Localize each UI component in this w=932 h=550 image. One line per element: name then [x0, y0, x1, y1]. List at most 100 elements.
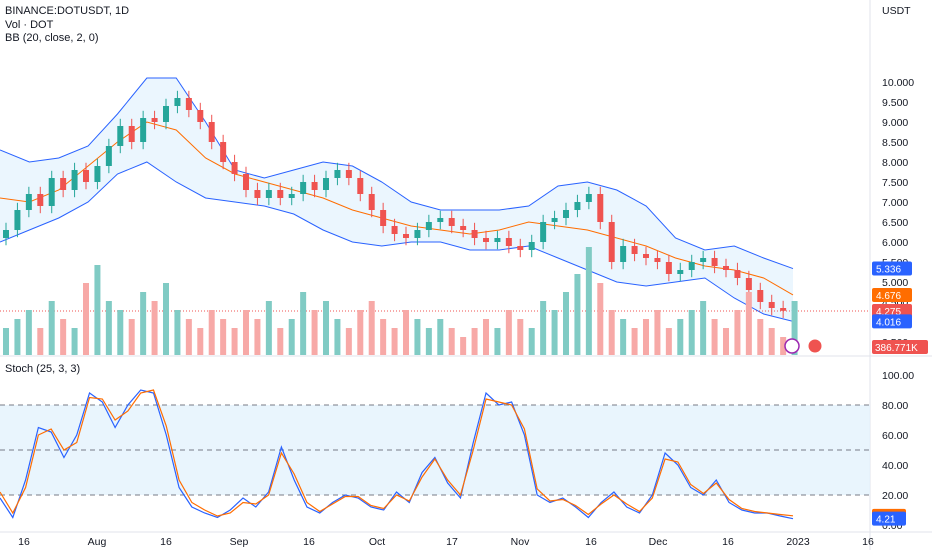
candle-body [745, 278, 752, 290]
price-tick-label: 8.500 [882, 137, 908, 149]
candle-body [677, 270, 684, 274]
volume-bar [277, 328, 284, 355]
price-axis-unit: USDT [882, 5, 911, 17]
candle-body [3, 230, 9, 238]
bb-lower-badge-label: 4.016 [876, 317, 901, 328]
volume-bar [163, 283, 169, 355]
volume-bar [585, 247, 592, 355]
volume-bar [517, 319, 524, 355]
candle-body [654, 258, 661, 262]
candle-body [643, 254, 649, 258]
volume-bar [300, 292, 307, 355]
candle-body [608, 222, 615, 262]
candle-body [243, 174, 249, 190]
volume-bar [48, 301, 55, 355]
candle-body [220, 142, 227, 162]
candle-body [505, 238, 512, 246]
volume-bar [311, 310, 318, 355]
price-tick-label: 10.000 [882, 77, 914, 89]
volume-bar [380, 319, 387, 355]
candle-body [163, 106, 169, 122]
stoch-tick-label: 100.00 [882, 370, 914, 382]
bb-basis-badge [872, 287, 912, 302]
candle-body [48, 178, 55, 206]
stoch-k-badge [872, 511, 906, 526]
time-tick-label: 16 [160, 536, 172, 548]
candle-body [300, 182, 307, 194]
stoch-d-line [0, 389, 794, 517]
volume-bar [265, 301, 272, 355]
bb-lower-badge [872, 314, 912, 329]
volume-bar [528, 328, 535, 355]
candle-body [688, 262, 695, 270]
candle-body [25, 194, 32, 210]
volume-bar [151, 301, 158, 355]
candle-body [540, 222, 547, 242]
time-tick-label: Dec [649, 536, 668, 548]
volume-bar [677, 319, 684, 355]
volume-bar [574, 274, 581, 355]
volume-bar [37, 328, 44, 355]
candle-body [517, 246, 524, 250]
volume-bar [323, 301, 329, 355]
candle-body [174, 98, 181, 106]
candle-body [403, 234, 409, 238]
candle-body [380, 210, 387, 226]
candle-body [631, 246, 638, 254]
volume-badge [872, 340, 928, 354]
bb-legend[interactable]: BB (20, close, 2, 0) [5, 32, 99, 44]
candle-body [711, 258, 718, 266]
candle-body [448, 218, 455, 226]
stoch-legend[interactable]: Stoch (25, 3, 3) [5, 363, 81, 375]
volume-bar [505, 310, 512, 355]
price-tick-label: 7.000 [882, 197, 908, 209]
volume-bar [334, 319, 341, 355]
volume-bar [117, 310, 124, 355]
volume-bar [460, 337, 467, 355]
candle-body [780, 308, 787, 311]
volume-bar [757, 319, 764, 355]
volume-bar [711, 319, 718, 355]
candle-body [140, 118, 147, 142]
candle-body [323, 178, 329, 190]
candle-body [414, 230, 421, 238]
stoch-tick-label: 20.00 [882, 490, 908, 502]
volume-bar [665, 328, 672, 355]
volume-bar [700, 301, 707, 355]
candle-body [105, 146, 112, 166]
stoch-tick-label: 80.00 [882, 400, 908, 412]
volume-bar [745, 292, 752, 355]
volume-bar [540, 301, 547, 355]
candle-body [117, 126, 124, 146]
stoch-tick-label: 60.00 [882, 430, 908, 442]
flag-icon [807, 338, 823, 354]
volume-bar [414, 319, 421, 355]
volume-bar [208, 310, 215, 355]
volume-bar [448, 328, 455, 355]
volume-legend[interactable]: Vol · DOT [5, 19, 54, 31]
volume-bar [345, 328, 352, 355]
volume-bar [768, 328, 775, 355]
candle-body [585, 194, 592, 202]
candle-body [597, 194, 604, 222]
time-tick-label: Aug [88, 536, 107, 548]
candle-body [311, 182, 318, 190]
candle-body [734, 270, 741, 278]
candle-body [60, 178, 67, 190]
volume-bar [174, 310, 181, 355]
time-tick-label: 16 [862, 536, 874, 548]
symbol-legend[interactable]: BINANCE:DOTUSDT, 1D [5, 5, 130, 17]
candle-body [551, 218, 558, 222]
time-tick-label: 16 [722, 536, 734, 548]
candle-body [83, 170, 89, 182]
volume-bar [14, 319, 21, 355]
time-tick-label: Nov [511, 536, 530, 548]
candle-body [460, 226, 467, 230]
volume-bar [140, 292, 147, 355]
volume-bar [231, 328, 238, 355]
bb-basis-badge-label: 4.676 [876, 291, 901, 302]
volume-bar [3, 328, 9, 355]
candle-body [151, 118, 158, 122]
volume-bar [403, 310, 409, 355]
